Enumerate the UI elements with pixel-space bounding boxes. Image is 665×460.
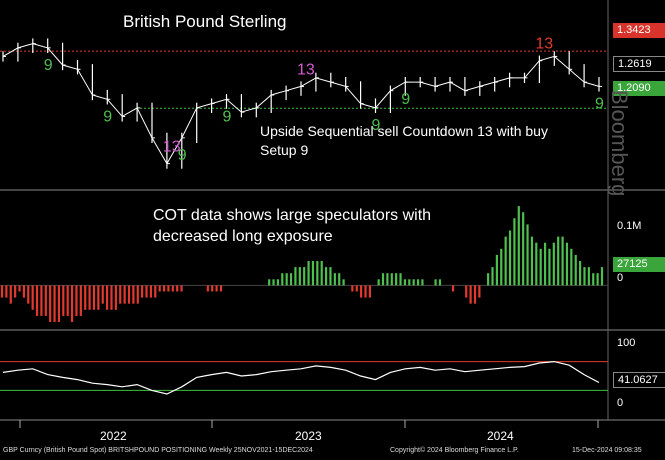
- rsi-line: [2, 360, 600, 395]
- price-series-line: [2, 43, 600, 165]
- resistance-price-badge: 1.3423: [613, 23, 665, 38]
- chart-title: British Pound Sterling: [123, 12, 287, 31]
- cot-annotation: COT data shows large speculators with de…: [153, 207, 432, 245]
- sequential-count-label: 13: [163, 139, 181, 156]
- footer-timestamp: 15-Dec-2024 09:08:35: [572, 447, 642, 454]
- sequential-count-label: 13: [297, 61, 315, 78]
- sequential-count-label: 9: [223, 108, 232, 125]
- positioning-value-badge: 27125: [613, 257, 665, 272]
- last-price-badge: 1.2619: [613, 56, 665, 72]
- sequential-annotation: Upside Sequential sell Countdown 13 with…: [260, 123, 548, 158]
- footer-security: GBP Curncy (British Pound Spot) BRITSHPO…: [3, 447, 313, 454]
- footer-copyright: Copyright© 2024 Bloomberg Finance L.P.: [390, 447, 519, 454]
- support-price-badge: 1.2090: [613, 81, 665, 96]
- sequential-count-label: 9: [103, 108, 112, 125]
- sequential-count-label: 13: [535, 36, 553, 53]
- sequential-count-label: 9: [44, 57, 53, 74]
- rsi-axis-top-label: 100: [617, 337, 636, 349]
- year-label-2024: 2024: [487, 429, 514, 443]
- year-label-2023: 2023: [295, 429, 322, 443]
- pos-axis-top-label: 0.1M: [617, 220, 642, 232]
- sequential-count-label: 9: [178, 147, 187, 164]
- sequential-count-label: 9: [595, 95, 604, 112]
- pos-axis-zero-label: 0: [617, 272, 624, 284]
- rsi-axis-bottom-label: 0: [617, 397, 624, 409]
- rsi-value-badge: 41.0627: [613, 372, 665, 388]
- sequential-count-label: 9: [372, 117, 381, 134]
- sequential-count-label: 9: [401, 91, 410, 108]
- bloomberg-watermark: Bloomberg: [607, 90, 632, 197]
- year-label-2022: 2022: [100, 429, 127, 443]
